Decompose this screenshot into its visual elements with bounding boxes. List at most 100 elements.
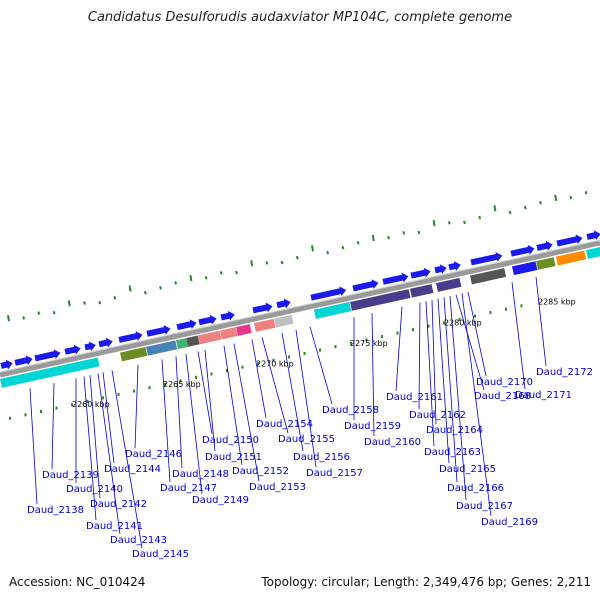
gene-arrow-shape — [586, 230, 600, 241]
label-leader-line — [371, 313, 375, 437]
gene-label[interactable]: Daud_2158 — [322, 405, 379, 416]
gene-label[interactable]: Daud_2150 — [202, 435, 259, 446]
gene-label[interactable]: Daud_2162 — [409, 410, 466, 421]
gc-tick — [554, 194, 558, 202]
gene-label[interactable]: Daud_2157 — [306, 468, 363, 479]
gene-label[interactable]: Daud_2168 — [474, 391, 531, 402]
gene-block-shape — [254, 318, 276, 332]
gene-label[interactable]: Daud_2156 — [293, 452, 350, 463]
gene-label[interactable]: Daud_2169 — [481, 517, 538, 528]
gene-label[interactable]: Daud_2139 — [42, 470, 99, 481]
gene-label[interactable]: Daud_2144 — [104, 464, 161, 475]
gene-arrow-shape — [382, 272, 409, 285]
gc-tick — [447, 220, 451, 225]
gene-label[interactable]: Daud_2154 — [256, 419, 313, 430]
gene-block — [536, 257, 556, 270]
gc-tick — [295, 255, 299, 260]
gene-block — [198, 330, 222, 345]
gc-tick — [189, 274, 193, 282]
gene-arrow — [118, 331, 143, 343]
gene-label[interactable]: Daud_2160 — [364, 437, 421, 448]
gene-block — [146, 340, 178, 356]
gc-tick — [113, 296, 117, 300]
gene-block-shape — [186, 335, 200, 347]
gene-label[interactable]: Daud_2155 — [278, 434, 335, 445]
gene-arrow — [382, 272, 409, 285]
gene-label[interactable]: Daud_2142 — [90, 499, 147, 510]
kbp-marker: 2260 kbp — [72, 400, 110, 409]
label-leader-line — [204, 349, 216, 452]
gene-block-shape — [586, 247, 600, 259]
gene-label[interactable]: Daud_2172 — [536, 367, 593, 378]
gene-labels: Daud_2138 Daud_2139 Daud_2140 Daud_2141 Daud… — [27, 367, 593, 560]
gene-label[interactable]: Daud_2153 — [249, 482, 306, 493]
gene-arrow — [276, 298, 291, 309]
label-leader-line — [223, 345, 243, 466]
gene-arrow-shape — [118, 331, 143, 343]
gene-arrow-shape — [536, 240, 553, 251]
label-leader-line — [175, 356, 183, 469]
gene-arrow — [14, 355, 33, 366]
gene-label[interactable]: Daud_2145 — [132, 549, 189, 560]
gene-block-shape — [120, 347, 148, 362]
gene-arrow-shape — [98, 337, 113, 348]
gene-arrow-shape — [176, 319, 197, 331]
gene-label[interactable]: Daud_2146 — [125, 449, 182, 460]
gene-label[interactable]: Daud_2166 — [447, 483, 504, 494]
gc-tick — [52, 310, 56, 315]
gc-tick — [478, 215, 482, 220]
gene-label[interactable]: Daud_2171 — [515, 390, 572, 401]
gene-label[interactable]: Daud_2167 — [456, 501, 513, 512]
gene-label[interactable]: Daud_2148 — [172, 469, 229, 480]
gene-arrow-shape — [276, 298, 291, 309]
gene-arrow-shape — [252, 302, 273, 314]
gene-block — [314, 302, 352, 319]
gene-label[interactable]: Daud_2151 — [205, 452, 262, 463]
gene-arrow-shape — [470, 252, 503, 266]
gene-block-shape — [511, 261, 538, 276]
label-leader-line — [418, 302, 421, 410]
gene-label[interactable]: Daud_2159 — [344, 421, 401, 432]
gene-label[interactable]: Daud_2152 — [232, 466, 289, 477]
gene-block-shape — [470, 268, 507, 285]
gene-label[interactable]: Daud_2164 — [426, 425, 483, 436]
gene-label[interactable]: Daud_2161 — [386, 392, 443, 403]
kbp-marker: 2285 kbp — [538, 298, 576, 307]
gene-arrow-shape — [220, 310, 235, 321]
gc-tick — [432, 219, 436, 227]
gene-arrow-shape — [0, 359, 13, 370]
gene-block-shape — [350, 289, 411, 311]
gc-tick — [265, 261, 269, 265]
gene-block — [350, 289, 411, 311]
gene-block — [186, 335, 200, 347]
gene-block-shape — [146, 340, 178, 356]
gene-arrow — [536, 240, 553, 251]
gc-tick — [584, 190, 588, 195]
label-leaders — [29, 277, 547, 549]
label-leader-line — [97, 373, 121, 535]
gene-label[interactable]: Daud_2149 — [192, 495, 249, 506]
gc-tick — [402, 230, 406, 235]
gene-block — [556, 250, 587, 266]
gene-label[interactable]: Daud_2140 — [66, 484, 123, 495]
gc-tick — [128, 285, 132, 292]
gc-tick — [219, 271, 223, 275]
gc-tick — [83, 301, 86, 305]
gc-tick — [67, 300, 71, 307]
gene-arrow — [0, 359, 13, 370]
gene-label[interactable]: Daud_2143 — [110, 535, 167, 546]
label-leader-line — [535, 277, 547, 367]
gene-label[interactable]: Daud_2165 — [439, 464, 496, 475]
gene-label[interactable]: Daud_2141 — [86, 521, 143, 532]
gene-arrow-shape — [198, 314, 217, 326]
gene-label[interactable]: Daud_2138 — [27, 505, 84, 516]
gene-arrow — [252, 302, 273, 314]
gc-tick — [250, 260, 254, 267]
gene-label[interactable]: Daud_2170 — [476, 377, 533, 388]
gene-block-shape — [314, 302, 352, 319]
gene-block — [511, 261, 538, 276]
gene-label[interactable]: Daud_2163 — [424, 447, 481, 458]
kbp-marker: 2280 kbp — [444, 318, 482, 327]
gc-tick — [387, 235, 390, 240]
gene-label[interactable]: Daud_2147 — [160, 483, 217, 494]
